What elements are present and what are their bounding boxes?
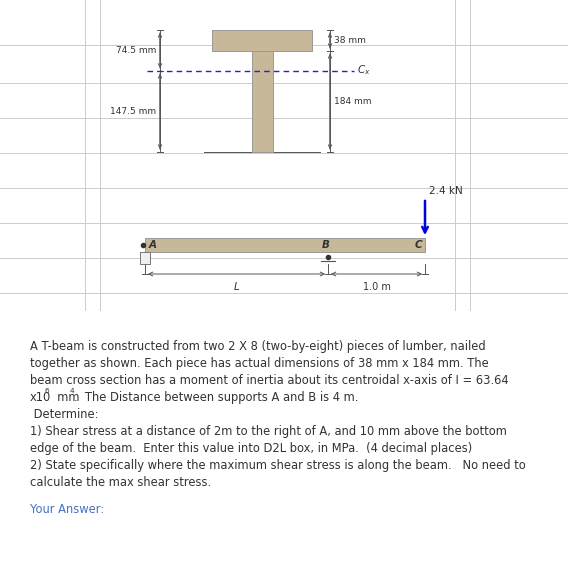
Text: L: L: [233, 282, 239, 292]
Text: 2) State specifically where the maximum shear stress is along the beam.   No nee: 2) State specifically where the maximum …: [30, 459, 526, 472]
Text: Your Answer:: Your Answer:: [30, 503, 104, 516]
Bar: [140, 252, 150, 264]
Text: 2.4 kN: 2.4 kN: [429, 186, 463, 196]
Text: 147.5 mm: 147.5 mm: [110, 107, 156, 116]
Bar: [145, 238, 425, 252]
Text: 4: 4: [69, 388, 74, 394]
Text: Determine:: Determine:: [30, 408, 98, 421]
Text: 1) Shear stress at a distance of 2m to the right of A, and 10 mm above the botto: 1) Shear stress at a distance of 2m to t…: [30, 425, 507, 438]
Text: mm: mm: [50, 391, 79, 404]
Text: A: A: [149, 240, 157, 250]
Text: together as shown. Each piece has actual dimensions of 38 mm x 184 mm. The: together as shown. Each piece has actual…: [30, 357, 488, 370]
Text: edge of the beam.  Enter this value into D2L box, in MPa.  (4 decimal places): edge of the beam. Enter this value into …: [30, 442, 472, 455]
Text: 6: 6: [45, 388, 49, 394]
Text: .  The Distance between supports A and B is 4 m.: . The Distance between supports A and B …: [74, 391, 358, 404]
Text: 38 mm: 38 mm: [334, 36, 366, 45]
Text: B: B: [322, 240, 330, 250]
Text: beam cross section has a moment of inertia about its centroidal x-axis of I = 63: beam cross section has a moment of inert…: [30, 374, 508, 387]
Text: 1.0 m: 1.0 m: [362, 282, 390, 292]
Text: 74.5 mm: 74.5 mm: [116, 46, 156, 55]
Text: x10: x10: [30, 391, 51, 404]
Text: $C_x$: $C_x$: [357, 63, 370, 77]
Text: C: C: [415, 240, 422, 250]
Bar: [212, 30, 312, 51]
Text: 184 mm: 184 mm: [334, 97, 371, 106]
Text: A T-beam is constructed from two 2 X 8 (two-by-eight) pieces of lumber, nailed: A T-beam is constructed from two 2 X 8 (…: [30, 340, 486, 353]
Bar: [252, 51, 273, 152]
Text: calculate the max shear stress.: calculate the max shear stress.: [30, 476, 211, 489]
